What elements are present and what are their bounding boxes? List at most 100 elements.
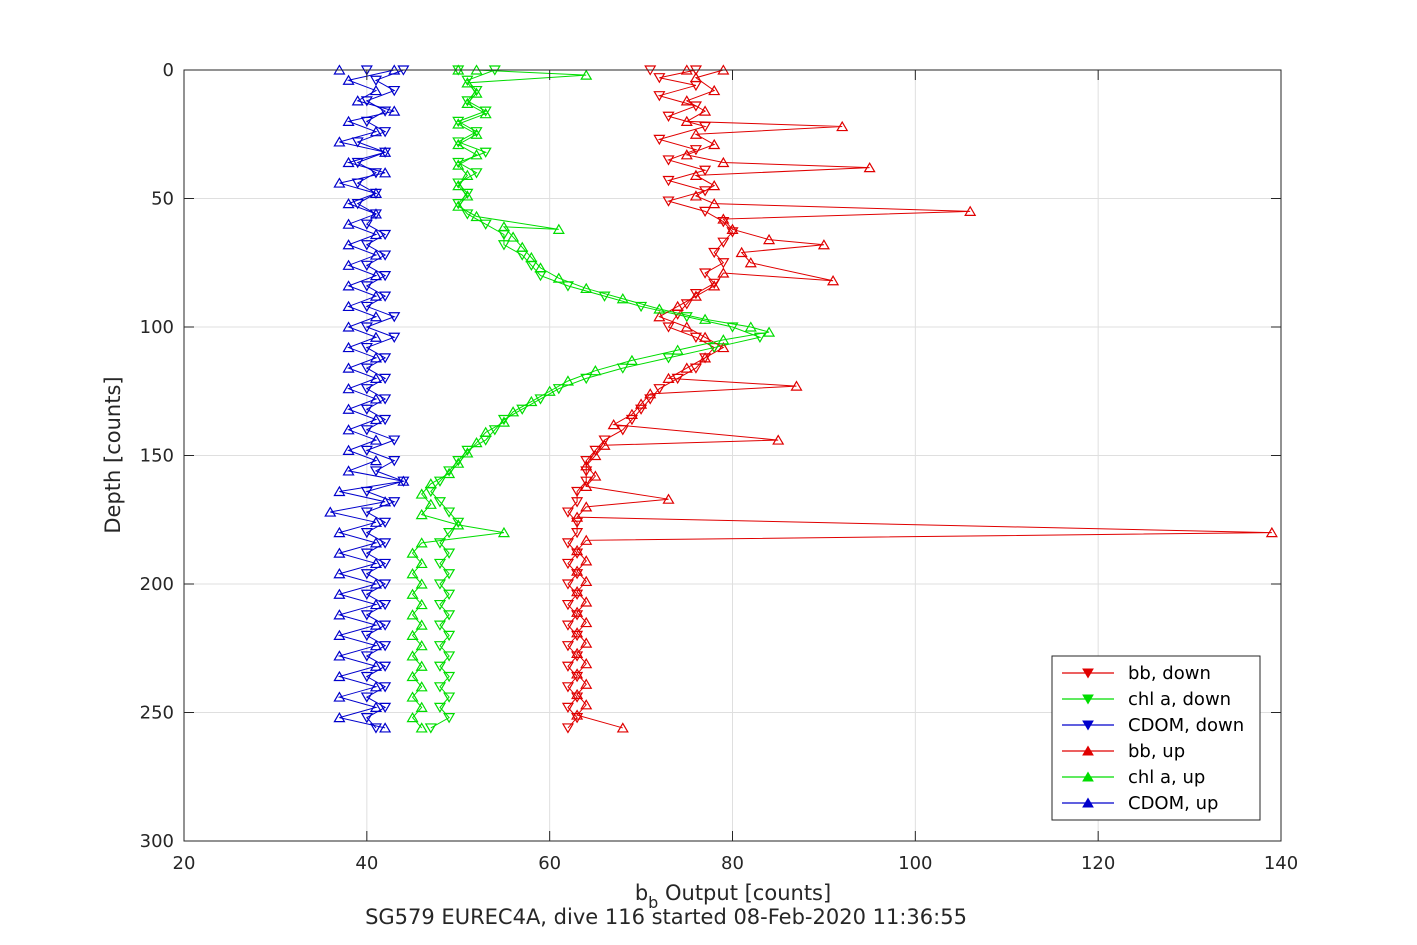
data-point — [689, 128, 702, 139]
data-point — [525, 395, 538, 407]
x-axis-label: bb Output [counts] — [635, 881, 831, 912]
data-point — [461, 75, 474, 86]
data-point — [433, 558, 447, 570]
data-point — [351, 137, 364, 148]
data-point — [571, 668, 584, 679]
data-point — [360, 240, 373, 251]
x-tick-label: 60 — [538, 853, 561, 874]
tick-labels: 20 40 60 80 100 120 140 0 50 100 150 200 250 300 — [140, 60, 1299, 874]
data-point — [580, 466, 593, 477]
data-point — [708, 179, 721, 191]
data-point — [461, 190, 474, 201]
data-point — [589, 365, 602, 376]
data-point — [662, 155, 675, 166]
data-point — [379, 271, 392, 282]
y-tick-label: 250 — [140, 703, 174, 724]
data-point — [470, 168, 483, 179]
data-point — [360, 342, 373, 354]
data-point — [763, 326, 776, 337]
data-point — [369, 208, 383, 219]
data-point — [351, 95, 364, 106]
data-point — [333, 711, 346, 723]
data-point — [479, 219, 492, 230]
data-point — [351, 199, 364, 210]
data-point — [360, 692, 373, 703]
data-point — [571, 565, 584, 576]
data-point — [561, 723, 574, 734]
data-point — [433, 620, 447, 631]
data-point — [379, 353, 392, 364]
legend-label: CDOM, down — [1128, 715, 1244, 736]
data-point — [342, 300, 355, 312]
data-point — [580, 501, 593, 512]
data-point — [662, 372, 675, 383]
data-point — [369, 187, 383, 198]
data-point — [571, 497, 584, 508]
data-point — [342, 444, 355, 455]
data-point — [561, 641, 574, 652]
data-point — [415, 537, 428, 548]
y-tick-label: 50 — [151, 189, 174, 210]
data-point — [369, 269, 383, 281]
data-point — [406, 629, 419, 641]
data-point — [662, 196, 675, 207]
data-point — [379, 661, 392, 672]
data-point — [406, 609, 419, 620]
data-point — [571, 527, 584, 539]
data-point — [680, 321, 693, 332]
data-point — [571, 486, 584, 498]
data-point — [708, 342, 721, 354]
data-point — [406, 691, 419, 702]
data-point — [763, 233, 776, 245]
data-point — [699, 206, 712, 218]
data-point — [452, 457, 465, 468]
data-point — [571, 606, 584, 617]
data-point — [662, 353, 675, 364]
data-point — [708, 247, 721, 259]
data-point — [424, 478, 437, 489]
data-point — [662, 493, 675, 504]
x-tick-label: 80 — [721, 853, 744, 874]
data-point — [406, 547, 419, 558]
y-tick-label: 0 — [163, 60, 174, 81]
data-point — [379, 373, 392, 385]
data-point — [635, 398, 648, 409]
data-point — [571, 517, 584, 529]
data-point — [369, 639, 383, 651]
data-point — [689, 101, 702, 112]
data-point — [552, 384, 565, 395]
data-point — [424, 723, 437, 734]
data-point — [406, 588, 419, 599]
data-point — [433, 599, 447, 611]
data-point — [699, 165, 712, 176]
data-point — [342, 74, 355, 85]
data-point — [369, 352, 383, 363]
legend-label: chl a, down — [1128, 689, 1231, 710]
data-point — [561, 538, 574, 549]
data-point — [406, 711, 419, 723]
data-point — [479, 426, 492, 437]
data-point — [507, 231, 520, 242]
data-point — [415, 722, 428, 733]
x-tick-label: 100 — [898, 853, 932, 874]
data-point — [744, 257, 757, 268]
data-point — [680, 312, 693, 323]
data-point — [561, 558, 574, 570]
data-point — [817, 239, 830, 250]
legend-box — [1051, 655, 1261, 821]
data-point — [443, 507, 456, 518]
data-point — [625, 408, 638, 419]
data-point — [342, 341, 355, 353]
data-point — [561, 620, 574, 631]
data-point — [443, 527, 456, 539]
legend-label: bb, up — [1128, 741, 1185, 762]
x-tick-label: 140 — [1264, 853, 1298, 874]
data-point — [680, 362, 693, 373]
data-point — [433, 641, 447, 652]
data-point — [635, 404, 648, 415]
data-point — [379, 229, 392, 241]
data-point — [735, 246, 748, 258]
data-point — [443, 651, 456, 662]
data-point — [689, 169, 702, 180]
data-point — [443, 692, 456, 703]
